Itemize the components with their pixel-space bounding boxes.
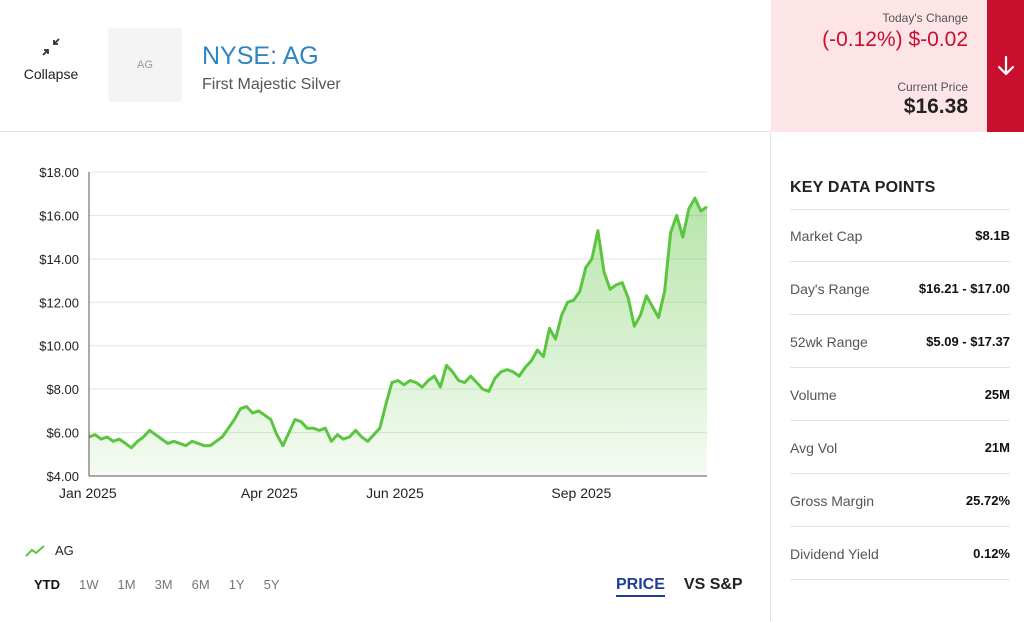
collapse-label: Collapse [23, 66, 79, 82]
panel-divider [770, 132, 771, 622]
price-line[interactable] [88, 196, 708, 450]
x-tick-label: Sep 2025 [551, 485, 611, 501]
range-button-ytd[interactable]: YTD [34, 577, 60, 592]
current-price-value: $16.38 [903, 95, 968, 118]
key-data-row: Volume 25M [790, 369, 1010, 421]
chart-mode-toggle: PRICE VS S&P [616, 576, 743, 597]
key-data-row: 52wk Range $5.09 - $17.37 [790, 316, 1010, 368]
trend-line-icon [25, 544, 45, 557]
y-tick-label: $6.00 [46, 426, 79, 441]
key-data-row: Market Cap $8.1B [790, 210, 1010, 262]
collapse-button[interactable]: Collapse [18, 38, 84, 82]
change-direction-indicator [987, 0, 1024, 132]
key-data-row: Dividend Yield 0.12% [790, 528, 1010, 580]
key-data-value: $5.09 - $17.37 [926, 334, 1010, 349]
key-data-row: Gross Margin 25.72% [790, 475, 1010, 527]
key-data-key: Day's Range [790, 280, 870, 297]
collapse-icon [42, 38, 60, 56]
price-area [89, 198, 707, 476]
todays-change-label: Today's Change [882, 11, 968, 25]
key-data-value: $16.21 - $17.00 [918, 281, 1010, 296]
y-tick-label: $12.00 [39, 295, 79, 310]
range-button-1m[interactable]: 1M [117, 577, 136, 592]
key-data-key: Avg Vol [790, 439, 838, 456]
key-data-value: $8.1B [975, 228, 1010, 243]
key-data-divider [790, 209, 1010, 210]
key-data-title: KEY DATA POINTS [790, 179, 936, 196]
y-tick-label: $10.00 [39, 339, 79, 354]
chart-legend: AG [25, 543, 74, 558]
vs-sp-mode-button[interactable]: VS S&P [683, 576, 743, 593]
price-chart-svg[interactable]: $4.00 $6.00 $8.00 $10.00 $12.00 $14.00 $16.00 $… [0, 133, 770, 533]
key-data-row: Avg Vol 21M [790, 422, 1010, 474]
price-mode-button[interactable]: PRICE [616, 576, 665, 597]
key-data-row: Day's Range $16.21 - $17.00 [790, 263, 1010, 315]
x-tick-label: Apr 2025 [241, 485, 298, 501]
y-tick-label: $16.00 [39, 208, 79, 223]
quote-header: Collapse AG NYSE: AG First Majestic Silv… [0, 0, 770, 132]
range-button-5y[interactable]: 5Y [263, 577, 280, 592]
current-price-label: Current Price [897, 80, 968, 94]
y-tick-label: $8.00 [46, 382, 79, 397]
key-data-value: 25M [984, 387, 1010, 402]
y-tick-label: $14.00 [39, 252, 79, 267]
key-data-key: Dividend Yield [790, 545, 879, 562]
key-data-value: 25.72% [965, 493, 1010, 508]
company-name: First Majestic Silver [202, 76, 341, 93]
range-button-1w[interactable]: 1W [79, 577, 99, 592]
ticker-symbol[interactable]: NYSE: AG [202, 42, 319, 70]
company-logo: AG [108, 28, 182, 102]
y-tick-label: $18.00 [39, 165, 79, 180]
arrow-down-icon [997, 55, 1014, 76]
range-button-3m[interactable]: 3M [154, 577, 173, 592]
key-data-key: Gross Margin [790, 492, 875, 509]
key-data-key: 52wk Range [790, 333, 868, 350]
x-tick-label: Jan 2025 [59, 485, 117, 501]
range-button-6m[interactable]: 6M [191, 577, 210, 592]
range-selector: YTD 1W 1M 3M 6M 1Y 5Y [34, 577, 299, 592]
todays-change-value: (-0.12%) $-0.02 [822, 28, 968, 51]
key-data-value: 21M [984, 440, 1010, 455]
legend-label: AG [55, 543, 74, 558]
key-data-key: Market Cap [790, 227, 863, 244]
key-data-key: Volume [790, 386, 837, 403]
y-tick-label: $4.00 [46, 469, 79, 484]
key-data-value: 0.12% [973, 546, 1010, 561]
price-change-panel: Today's Change (-0.12%) $-0.02 Current P… [771, 0, 987, 132]
x-tick-label: Jun 2025 [366, 485, 424, 501]
price-chart[interactable]: $4.00 $6.00 $8.00 $10.00 $12.00 $14.00 $16.00 $… [0, 133, 770, 533]
logo-text: AG [137, 59, 153, 71]
range-button-1y[interactable]: 1Y [228, 577, 245, 592]
